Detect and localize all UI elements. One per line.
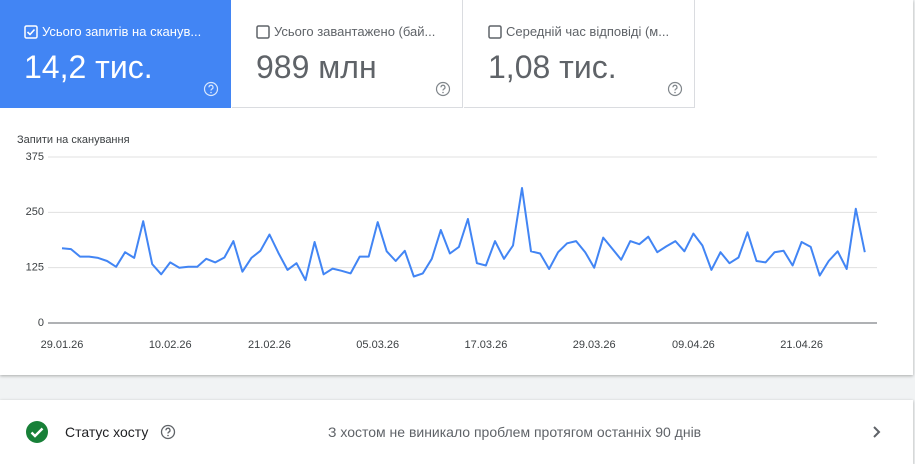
- checkbox-box: [488, 25, 502, 39]
- metric-card[interactable]: Середній час відповіді (м... 1,08 тис.: [464, 0, 695, 108]
- help-circle: [435, 81, 451, 97]
- help-mark: [208, 84, 214, 91]
- x-tick-label: 21.04.26: [780, 339, 823, 351]
- x-tick-label: 17.03.26: [465, 339, 508, 351]
- metric-label: Усього завантажено (бай...: [274, 24, 436, 39]
- host-status-label: Статус хосту: [65, 424, 149, 440]
- help-dot: [674, 91, 676, 94]
- metric-label: Середній час відповіді (м...: [506, 24, 670, 39]
- help-circle: [667, 81, 683, 97]
- checkbox-box: [256, 25, 270, 39]
- y-tick-label: 125: [26, 262, 44, 274]
- x-tick-label: 10.02.26: [149, 339, 192, 351]
- data-line: [61, 187, 866, 282]
- x-tick-label: 29.01.26: [41, 339, 84, 351]
- y-tick-label: 250: [26, 206, 44, 218]
- checkbox: [488, 25, 502, 39]
- checkbox-box: [24, 25, 38, 39]
- ok-icon: [26, 421, 48, 443]
- help-dot: [210, 91, 212, 94]
- checkbox: [256, 25, 270, 39]
- checkbox: [24, 25, 38, 39]
- help-icon[interactable]: [160, 424, 176, 440]
- metric-value: 1,08 тис.: [488, 49, 617, 85]
- metric-value: 14,2 тис.: [24, 49, 153, 85]
- metric-value: 989 млн: [256, 49, 377, 85]
- help-mark: [672, 84, 678, 91]
- help-mark: [440, 84, 446, 91]
- x-tick-label: 29.03.26: [573, 339, 616, 351]
- help-icon: [435, 81, 451, 97]
- crawl-stats-panel: Усього запитів на сканув... 14,2 тис. Усьо…: [0, 0, 913, 375]
- chart: Запити на сканування 0 125 250 375 29.01.26 1…: [17, 134, 877, 351]
- x-tick-label: 05.03.26: [356, 339, 399, 351]
- host-status-row[interactable]: Статус хосту З хостом не виникало пробле…: [0, 400, 913, 464]
- help-icon: [203, 81, 219, 97]
- metric-card[interactable]: Усього запитів на сканув... 14,2 тис.: [0, 0, 231, 108]
- x-tick-label: 21.02.26: [248, 339, 291, 351]
- checkbox-tick: [26, 28, 36, 36]
- x-tick-label: 09.04.26: [672, 339, 715, 351]
- help-circle: [203, 81, 219, 97]
- y-tick-label: 0: [38, 317, 44, 329]
- host-status-message: З хостом не виникало проблем протягом ос…: [328, 424, 702, 440]
- help-dot: [442, 91, 444, 94]
- metric-label: Усього запитів на сканув...: [42, 24, 202, 39]
- chevron[interactable]: [869, 424, 885, 440]
- y-axis-title: Запити на сканування: [17, 134, 130, 146]
- y-tick-label: 375: [26, 151, 44, 163]
- metric-card[interactable]: Усього завантажено (бай... 989 млн: [232, 0, 463, 108]
- help-icon: [667, 81, 683, 97]
